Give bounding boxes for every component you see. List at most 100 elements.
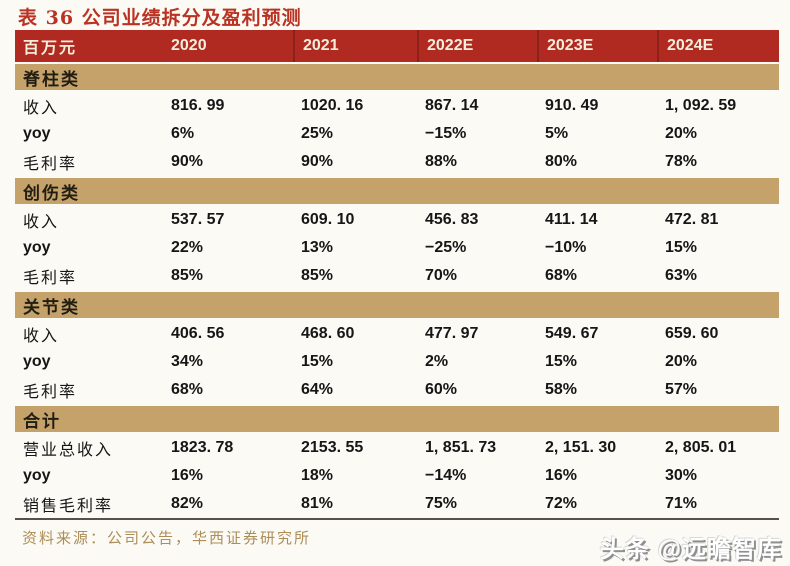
section-title: 合计: [23, 411, 61, 431]
cell-value: 2, 151. 30: [545, 439, 617, 456]
table-row: 营业总收入 1823. 78 2153. 55 1, 851. 73 2, 151. 3…: [15, 434, 779, 462]
cell-value: 58%: [545, 381, 578, 398]
row-label: 毛利率: [23, 384, 78, 401]
cell-value: 549. 67: [545, 325, 599, 342]
cell-value: 64%: [301, 381, 334, 398]
row-label: yoy: [23, 125, 51, 142]
cell-value: 57%: [665, 381, 698, 398]
cell-value: 30%: [665, 467, 698, 484]
cell-value: 1, 092. 59: [665, 97, 737, 114]
cell-value: 20%: [665, 125, 698, 142]
cell-value: 81%: [301, 495, 334, 512]
table-body: 脊柱类收入 816. 99 1020. 16 867. 14 910. 49 1, 092…: [15, 64, 779, 518]
row-label: 收入: [23, 100, 60, 117]
table-row: yoy 16% 18% −14% 16% 30%: [15, 462, 779, 490]
header-cell-2020: 2020: [171, 37, 207, 54]
row-label: 收入: [23, 214, 60, 231]
cell-value: 659. 60: [665, 325, 719, 342]
cell-value: 80%: [545, 153, 578, 170]
cell-value: 1020. 16: [301, 97, 364, 114]
watermark: 头条 @远瞻智库: [599, 536, 782, 563]
cell-value: 468. 60: [301, 325, 355, 342]
cell-value: 456. 83: [425, 211, 479, 228]
cell-value: 472. 81: [665, 211, 719, 228]
section-header: 脊柱类: [15, 64, 779, 90]
table-row: 收入 406. 56 468. 60 477. 97 549. 67 659. 60: [15, 320, 779, 348]
cell-value: 68%: [545, 267, 578, 284]
table-row: 销售毛利率 82% 81% 75% 72% 71%: [15, 490, 779, 518]
cell-value: 411. 14: [545, 211, 598, 228]
cell-value: 85%: [171, 267, 204, 284]
cell-value: −10%: [545, 239, 587, 256]
cell-value: 477. 97: [425, 325, 479, 342]
section-header: 关节类: [15, 292, 779, 318]
row-label: 毛利率: [23, 270, 78, 287]
cell-value: 15%: [665, 239, 698, 256]
cell-value: 16%: [545, 467, 578, 484]
cell-value: 816. 99: [171, 97, 225, 114]
cell-value: 910. 49: [545, 97, 599, 114]
section-header: 合计: [15, 406, 779, 432]
cell-value: 18%: [301, 467, 334, 484]
cell-value: 71%: [665, 495, 698, 512]
cell-value: 2%: [425, 353, 449, 370]
cell-value: 406. 56: [171, 325, 225, 342]
table-row: 收入 816. 99 1020. 16 867. 14 910. 49 1, 092. 5…: [15, 92, 779, 120]
row-label: 收入: [23, 328, 60, 345]
cell-value: 22%: [171, 239, 204, 256]
table-row: 收入 537. 57 609. 10 456. 83 411. 14 472. 81: [15, 206, 779, 234]
cell-value: 1, 851. 73: [425, 439, 497, 456]
source-note: 资料来源：公司公告，华西证券研究所: [22, 531, 312, 547]
page-title: 表 36 公司业绩拆分及盈利预测: [18, 7, 302, 29]
cell-value: 88%: [425, 153, 458, 170]
cell-value: 63%: [665, 267, 698, 284]
header-cell-2022e: 2022E: [417, 30, 537, 62]
cell-value: −25%: [425, 239, 467, 256]
cell-value: −14%: [425, 467, 467, 484]
cell-value: 68%: [171, 381, 204, 398]
table-row: yoy 6% 25% −15% 5% 20%: [15, 120, 779, 148]
cell-value: 6%: [171, 125, 195, 142]
header-cell-2024e: 2024E: [657, 30, 779, 62]
cell-value: 82%: [171, 495, 204, 512]
cell-value: 78%: [665, 153, 698, 170]
cell-value: 70%: [425, 267, 458, 284]
cell-value: 85%: [301, 267, 334, 284]
cell-value: 13%: [301, 239, 334, 256]
cell-value: 1823. 78: [171, 439, 234, 456]
cell-value: 75%: [425, 495, 458, 512]
cell-value: 90%: [301, 153, 334, 170]
row-label: yoy: [23, 239, 51, 256]
section-header: 创伤类: [15, 178, 779, 204]
section-title: 创伤类: [23, 183, 80, 203]
table-row: 毛利率 68% 64% 60% 58% 57%: [15, 376, 779, 404]
cell-value: 20%: [665, 353, 698, 370]
cell-value: −15%: [425, 125, 467, 142]
row-label: 销售毛利率: [23, 498, 114, 515]
financial-table: 百万元 2020 2021 2022E 2023E 2024E 脊柱类收入 816…: [15, 30, 779, 520]
cell-value: 34%: [171, 353, 204, 370]
cell-value: 72%: [545, 495, 578, 512]
cell-value: 25%: [301, 125, 334, 142]
cell-value: 867. 14: [425, 97, 479, 114]
cell-value: 15%: [301, 353, 334, 370]
cell-value: 609. 10: [301, 211, 355, 228]
cell-value: 16%: [171, 467, 204, 484]
cell-value: 60%: [425, 381, 458, 398]
section-title: 关节类: [23, 297, 80, 317]
header-cell-2021: 2021: [293, 30, 417, 62]
header-cell-unit: 百万元: [23, 40, 78, 57]
cell-value: 15%: [545, 353, 578, 370]
cell-value: 5%: [545, 125, 569, 142]
table-row: 毛利率 90% 90% 88% 80% 78%: [15, 148, 779, 176]
table-header-row: 百万元 2020 2021 2022E 2023E 2024E: [15, 30, 779, 62]
cell-value: 537. 57: [171, 211, 225, 228]
cell-value: 2153. 55: [301, 439, 364, 456]
table-row: 毛利率 85% 85% 70% 68% 63%: [15, 262, 779, 290]
row-label: yoy: [23, 353, 51, 370]
row-label: yoy: [23, 467, 51, 484]
cell-value: 2, 805. 01: [665, 439, 737, 456]
row-label: 营业总收入: [23, 442, 114, 459]
row-label: 毛利率: [23, 156, 78, 173]
